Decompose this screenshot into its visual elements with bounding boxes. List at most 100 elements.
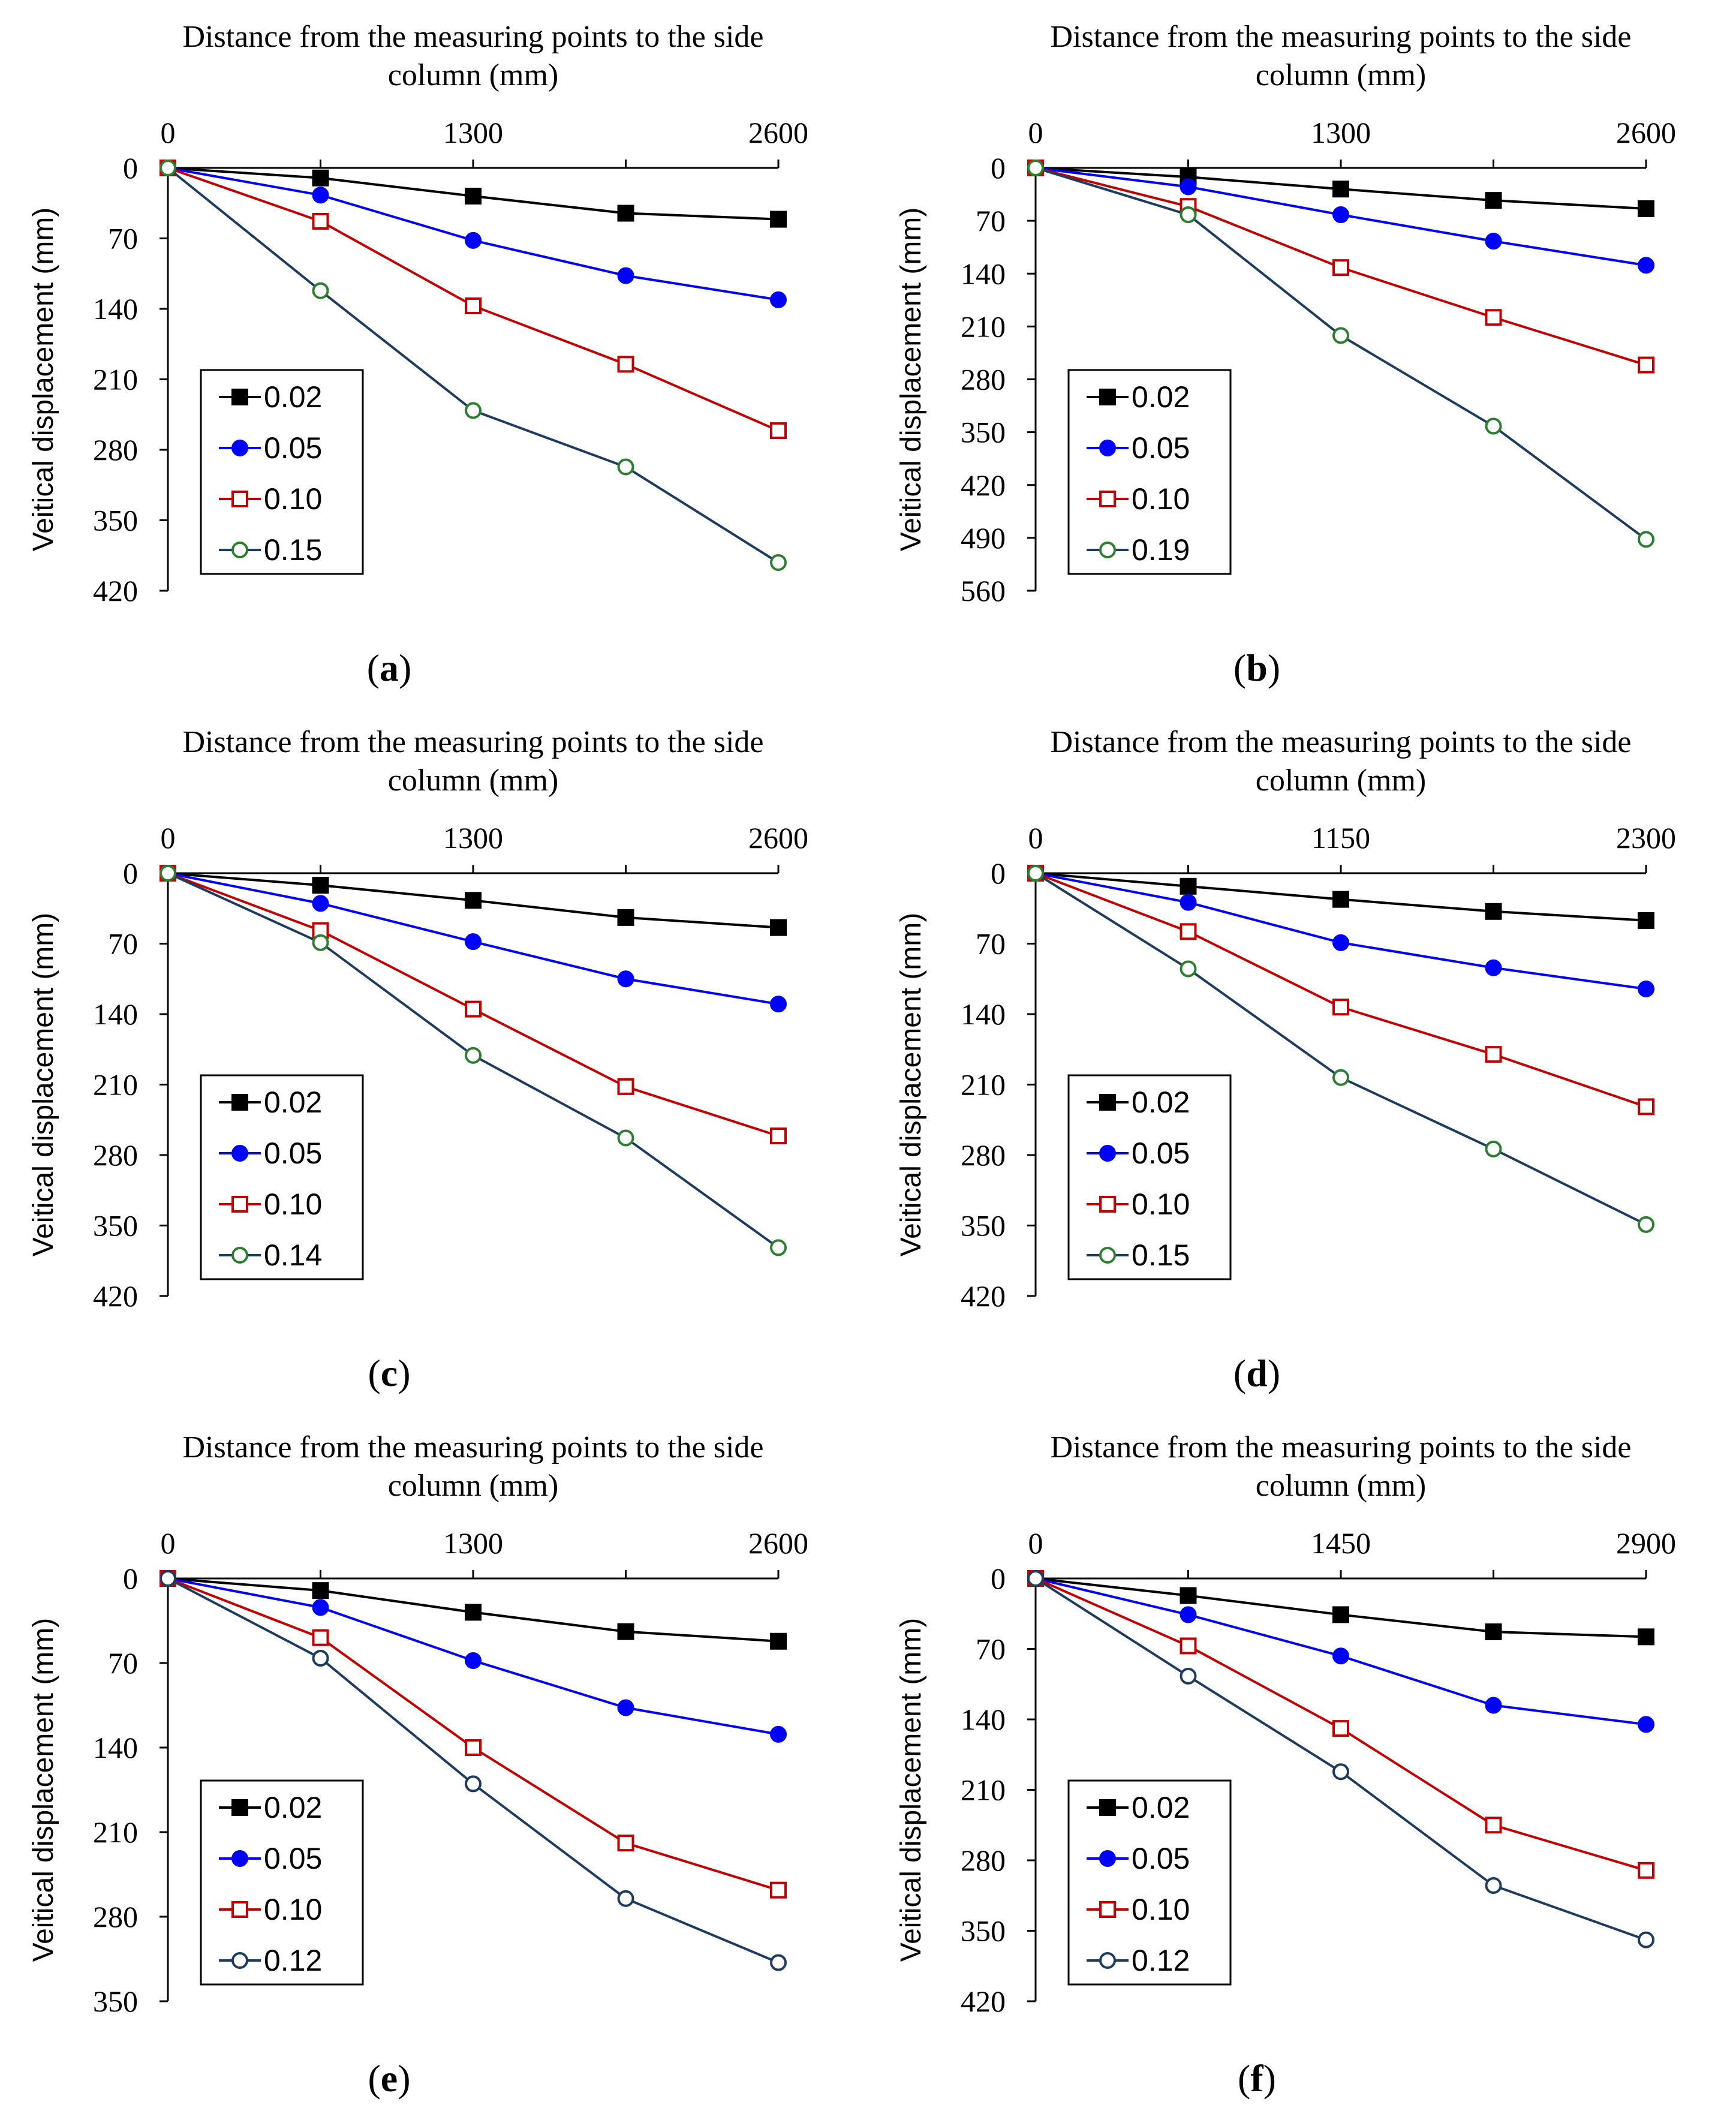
data-point: [1638, 531, 1654, 548]
data-point: [617, 267, 634, 284]
y-axis-label: Veitical displacement (mm): [895, 913, 927, 1257]
data-point: [617, 458, 634, 476]
data-point: [1332, 206, 1349, 224]
data-point: [1332, 1606, 1349, 1623]
y-tick-label: 420: [961, 1984, 1006, 2018]
legend-label: 0.19: [1132, 533, 1190, 567]
data-point: [465, 892, 482, 909]
y-tick-label: 0: [991, 856, 1006, 890]
data-point: [465, 1604, 482, 1621]
chart-title-line: column (mm): [388, 58, 559, 92]
series-0.10: [1027, 1570, 1654, 1879]
y-tick-label: 420: [93, 574, 138, 608]
legend-box: [1067, 369, 1232, 575]
data-point: [465, 1775, 482, 1793]
chart-panel-b: Distance from the measuring points to th…: [868, 0, 1735, 705]
data-point: [1485, 1697, 1502, 1714]
legend-label: 0.05: [1132, 1842, 1190, 1875]
data-point: [1638, 200, 1654, 217]
data-point: [1180, 1667, 1197, 1685]
data-point: [617, 1835, 634, 1852]
data-point: [1638, 912, 1654, 929]
legend-label: 0.15: [264, 533, 322, 567]
legend-label: 0.02: [264, 1085, 322, 1119]
x-tick-label: 0: [161, 116, 176, 149]
data-point: [617, 1078, 634, 1095]
legend-label: 0.05: [1132, 1136, 1190, 1170]
chart-title-line: column (mm): [1256, 1469, 1427, 1503]
legend-label: 0.15: [1132, 1238, 1190, 1272]
data-point: [1027, 865, 1044, 882]
legend-marker: [231, 440, 248, 456]
legend-marker: [1099, 1145, 1116, 1162]
legend-marker: [1099, 1094, 1116, 1111]
chart-title-line: column (mm): [388, 763, 559, 798]
chart-title-line: column (mm): [1256, 763, 1427, 798]
chart-panel-e: Distance from the measuring points to th…: [0, 1411, 868, 2116]
data-point: [1485, 1046, 1502, 1063]
legend-marker: [1099, 1901, 1116, 1918]
y-tick-label: 280: [961, 1844, 1006, 1877]
legend-label: 0.05: [264, 1136, 322, 1170]
y-tick-label: 70: [108, 222, 138, 255]
y-tick-label: 210: [93, 1068, 138, 1102]
x-tick-label: 2600: [748, 116, 808, 149]
legend-marker: [1099, 1196, 1116, 1213]
legend-label: 0.05: [264, 431, 322, 465]
legend: 0.02 0.05 0.10 0.12: [200, 1779, 364, 1986]
x-tick-label: 1300: [1311, 116, 1371, 149]
legend-label: 0.05: [1132, 431, 1190, 465]
data-point: [770, 1632, 787, 1650]
chart-title-line: Distance from the measuring points to th…: [182, 1430, 763, 1465]
y-axis-label: Veitical displacement (mm): [895, 1618, 927, 1962]
data-point: [1180, 960, 1197, 978]
legend: 0.02 0.05 0.10 0.15: [1067, 1074, 1232, 1280]
data-point: [770, 1954, 787, 1971]
series-0.02: [1027, 865, 1654, 929]
y-tick-label: 560: [961, 574, 1006, 608]
y-tick-label: 70: [976, 927, 1006, 961]
data-point: [312, 187, 329, 204]
data-point: [1485, 309, 1502, 326]
data-point: [465, 933, 482, 951]
legend: 0.02 0.05 0.10 0.15: [200, 369, 364, 575]
chart-svg-c: Distance from the measuring points to th…: [28, 725, 808, 1394]
x-tick-label: 0: [1028, 116, 1043, 149]
data-point: [1485, 1877, 1502, 1894]
y-tick-label: 350: [961, 1914, 1006, 1948]
data-point: [1485, 1817, 1502, 1834]
data-point: [465, 1652, 482, 1669]
legend: 0.02 0.05 0.10 0.19: [1067, 369, 1232, 575]
y-tick-label: 420: [961, 1279, 1006, 1313]
chart-panel-c: Distance from the measuring points to th…: [0, 705, 868, 1411]
y-tick-label: 0: [123, 151, 138, 185]
data-point: [770, 291, 787, 308]
y-tick-label: 140: [961, 997, 1006, 1031]
data-point: [465, 1000, 482, 1018]
data-point: [1485, 1140, 1502, 1157]
data-point: [465, 402, 482, 419]
data-point: [770, 996, 787, 1013]
legend-marker: [231, 1952, 248, 1969]
y-tick-label: 140: [93, 997, 138, 1031]
chart-title-line: Distance from the measuring points to th…: [1050, 725, 1631, 759]
x-tick-label: 2600: [748, 1526, 808, 1560]
data-point: [1332, 1069, 1349, 1086]
y-tick-label: 350: [961, 416, 1006, 449]
y-tick-label: 210: [93, 363, 138, 396]
series-0.15: [160, 160, 787, 571]
legend-label: 0.02: [1132, 1791, 1190, 1824]
data-point: [1485, 959, 1502, 976]
data-point: [1638, 1862, 1654, 1879]
series-0.02: [160, 160, 787, 228]
chart-panel-a: Distance from the measuring points to th…: [0, 0, 868, 705]
y-tick-label: 70: [108, 927, 138, 961]
panel-label: (e): [368, 2057, 410, 2100]
y-tick-label: 420: [961, 468, 1006, 502]
data-point: [465, 188, 482, 205]
legend-marker: [1099, 1952, 1116, 1969]
y-axis-label: Veitical displacement (mm): [895, 208, 927, 552]
panel-label: (a): [367, 646, 412, 689]
legend-label: 0.10: [1132, 1893, 1190, 1926]
legend: 0.02 0.05 0.10 0.14: [200, 1074, 364, 1280]
